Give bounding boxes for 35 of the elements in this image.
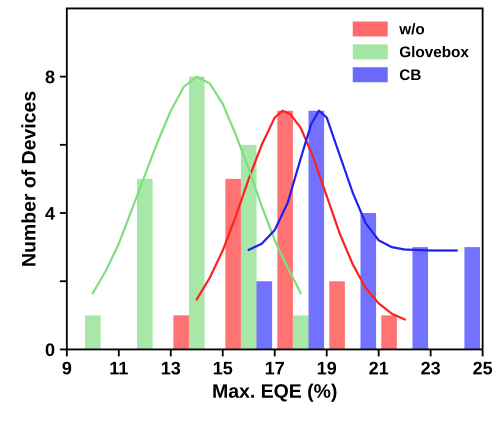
bar bbox=[188, 76, 205, 350]
y-tick-label: 8 bbox=[46, 70, 54, 84]
bar bbox=[85, 315, 101, 350]
x-tick-label: 19 bbox=[318, 362, 336, 374]
x-tick-label: 11 bbox=[110, 362, 128, 374]
x-tick-label: 15 bbox=[214, 362, 232, 374]
bar bbox=[277, 110, 293, 350]
line-series bbox=[92, 76, 302, 294]
bar bbox=[173, 315, 189, 350]
bar bbox=[464, 247, 480, 350]
x-tick-label: 25 bbox=[473, 362, 492, 374]
bar bbox=[240, 144, 257, 350]
legend-label: Glovebox bbox=[400, 46, 469, 58]
bar bbox=[256, 281, 272, 350]
legend-label: CB bbox=[400, 69, 421, 80]
line-series bbox=[196, 110, 406, 321]
bar bbox=[308, 110, 324, 350]
bar bbox=[329, 281, 345, 350]
y-axis-title: Number of Devices bbox=[21, 92, 36, 266]
x-tick-label: 23 bbox=[421, 362, 440, 375]
bar bbox=[360, 213, 376, 350]
bar bbox=[225, 178, 241, 350]
bar bbox=[381, 315, 397, 350]
y-tick-label: 4 bbox=[45, 207, 55, 220]
x-tick-label: 13 bbox=[162, 362, 180, 375]
x-axis-title: Max. EQE (%) bbox=[213, 384, 336, 402]
bar bbox=[136, 178, 153, 350]
bar bbox=[412, 247, 428, 350]
x-tick-label: 17 bbox=[266, 362, 284, 374]
bar bbox=[292, 315, 309, 350]
x-tick-label: 9 bbox=[62, 362, 72, 374]
y-tick-label: 0 bbox=[46, 343, 54, 356]
x-tick-label: 21 bbox=[369, 362, 388, 374]
legend-label: w/o bbox=[399, 23, 424, 35]
line-series bbox=[248, 110, 458, 252]
